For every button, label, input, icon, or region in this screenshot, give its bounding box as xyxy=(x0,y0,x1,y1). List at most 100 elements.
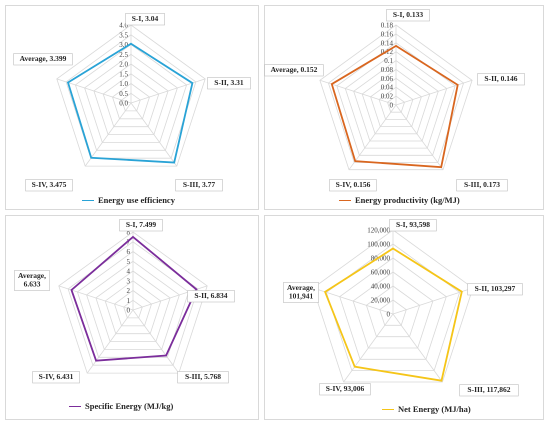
tick-label: 0.5 xyxy=(119,90,128,98)
series-line xyxy=(66,42,194,164)
tick-label: 0.04 xyxy=(381,84,394,92)
tick-label: 2.5 xyxy=(119,51,128,59)
tick-label: 1 xyxy=(127,297,131,305)
svg-text:S-II, 3.31: S-II, 3.31 xyxy=(214,78,244,87)
axis-spoke xyxy=(343,313,394,383)
data-label: Average,6.633 xyxy=(14,270,50,291)
grid-ring xyxy=(65,34,197,159)
svg-text:S-IV, 0.156: S-IV, 0.156 xyxy=(336,180,371,189)
grid-ring xyxy=(352,271,434,349)
legend-label: Specific Energy (MJ/kg) xyxy=(85,401,174,411)
data-label: S-IV, 0.156 xyxy=(329,179,377,192)
legend-label: Net Energy (MJ/ha) xyxy=(398,404,471,414)
grid-ring xyxy=(93,63,169,136)
grid-ring xyxy=(378,86,414,120)
data-label: S-IV, 93,006 xyxy=(319,383,371,396)
grid-ring xyxy=(58,231,208,374)
tick-label: 5 xyxy=(127,258,131,266)
data-label: Average, 0.152 xyxy=(264,64,324,77)
radar-chart-svg: 0 1 2 34 5 6 78S-I, 7.499 S-II, 6.834 S-III, 5.7… xyxy=(14,219,235,384)
tick-label: 2 xyxy=(127,287,131,295)
tick-label: 0.06 xyxy=(381,75,394,83)
grid-ring xyxy=(387,95,405,113)
legend-label: Energy use efficiency xyxy=(98,195,175,205)
axis-spoke xyxy=(132,309,180,374)
grid-ring xyxy=(86,260,180,350)
grid-ring xyxy=(95,270,171,342)
data-label: S-III, 0.173 xyxy=(456,179,508,192)
axis-spoke xyxy=(392,287,474,315)
tick-label: 0.02 xyxy=(381,93,394,101)
series-line xyxy=(70,235,198,362)
grid-ring xyxy=(319,24,473,171)
svg-text:Average,: Average, xyxy=(18,271,46,280)
series-line xyxy=(323,247,463,382)
axis-spoke xyxy=(348,104,397,170)
svg-text:Average, 0.152: Average, 0.152 xyxy=(271,65,318,74)
tick-label: 8 xyxy=(127,229,131,237)
axis-spoke xyxy=(395,104,444,170)
svg-text:S-II, 6.834: S-II, 6.834 xyxy=(194,291,227,300)
data-label: S-III, 5.768 xyxy=(177,371,229,384)
data-label: S-II, 6.834 xyxy=(187,290,235,303)
axis-spoke xyxy=(312,287,394,315)
data-label: S-III, 3.77 xyxy=(175,179,223,192)
grid-ring xyxy=(112,83,150,120)
legend: Energy use efficiency xyxy=(82,195,175,205)
axis-spoke xyxy=(130,78,206,104)
tick-label: 0 xyxy=(127,307,131,315)
legend-label: Energy productivity (kg/MJ) xyxy=(355,195,460,205)
axis-spoke xyxy=(58,285,134,311)
svg-text:S-III, 117,862: S-III, 117,862 xyxy=(467,385,510,394)
legend-swatch xyxy=(82,199,94,201)
axis-spoke xyxy=(130,102,178,167)
tick-label: 0 xyxy=(390,102,394,110)
data-label: S-II, 103,297 xyxy=(467,283,523,296)
svg-text:S-I, 0.133: S-I, 0.133 xyxy=(393,10,423,19)
svg-text:S-IV, 3.475: S-IV, 3.475 xyxy=(32,180,67,189)
svg-text:S-III, 0.173: S-III, 0.173 xyxy=(464,180,500,189)
tick-label: 6 xyxy=(127,248,131,256)
grid-ring xyxy=(104,280,162,335)
chart-panel-specific-energy: 0 1 2 3 4 5 6 7 8 S-I, 7.499 S-II, 6.834 S-III, 5.7… xyxy=(5,215,259,420)
tick-label: 60,000 xyxy=(371,269,391,277)
radar-chart-svg: 00.020.040.060.080.10.120.140.160.18S-I,… xyxy=(264,9,525,192)
data-label: S-I, 93,598 xyxy=(389,219,437,232)
svg-text:S-IV, 6.431: S-IV, 6.431 xyxy=(39,372,74,381)
chart-panel-energy-use-efficiency: 0.0 0.5 1.0 1.5 2.0 2.5 3.0 3.5 4.0 S-I, 3.04 S-II… xyxy=(5,5,259,210)
legend: Specific Energy (MJ/kg) xyxy=(69,401,173,411)
data-label: Average, 3.399 xyxy=(13,53,73,66)
series-line xyxy=(330,44,459,169)
legend-swatch xyxy=(69,405,81,407)
svg-text:6.633: 6.633 xyxy=(24,280,41,289)
grid-ring xyxy=(56,24,206,167)
tick-label: 40,000 xyxy=(371,283,391,291)
legend-swatch xyxy=(339,199,351,201)
legend: Net Energy (MJ/ha) xyxy=(382,404,471,414)
data-label: Average,101,941 xyxy=(283,282,319,303)
tick-label: 3.0 xyxy=(119,41,128,49)
tick-label: 120,000 xyxy=(367,227,390,235)
tick-label: 0.0 xyxy=(119,100,128,108)
data-label: S-I, 7.499 xyxy=(119,219,163,232)
tick-label: 0.16 xyxy=(381,30,394,38)
radar-chart-svg: 0 20,000 40,000 60,000 80,000 100,000 120,000 S… xyxy=(283,219,523,397)
grid-ring xyxy=(336,42,456,156)
grid-ring xyxy=(123,299,143,319)
grid-ring xyxy=(327,33,465,163)
tick-label: 0.1 xyxy=(384,57,393,65)
tick-label: 3 xyxy=(127,277,131,285)
tick-label: 0.08 xyxy=(381,66,394,74)
grid-ring xyxy=(121,92,141,112)
axis-spoke xyxy=(132,285,208,311)
svg-text:101,941: 101,941 xyxy=(289,292,314,301)
legend-swatch xyxy=(382,408,394,410)
grid-ring xyxy=(365,285,421,338)
data-label: S-I, 3.04 xyxy=(125,13,165,26)
tick-label: 2.0 xyxy=(119,61,128,69)
grid-ring xyxy=(361,68,431,135)
data-label: S-I, 0.133 xyxy=(386,9,430,22)
svg-text:S-II, 103,297: S-II, 103,297 xyxy=(475,284,516,293)
grid-ring xyxy=(339,257,447,360)
chart-panel-energy-productivity: 0 0.02 0.04 0.06 0.08 0.1 0.12 0.14 0.16 0.18 S-I,… xyxy=(264,5,544,210)
